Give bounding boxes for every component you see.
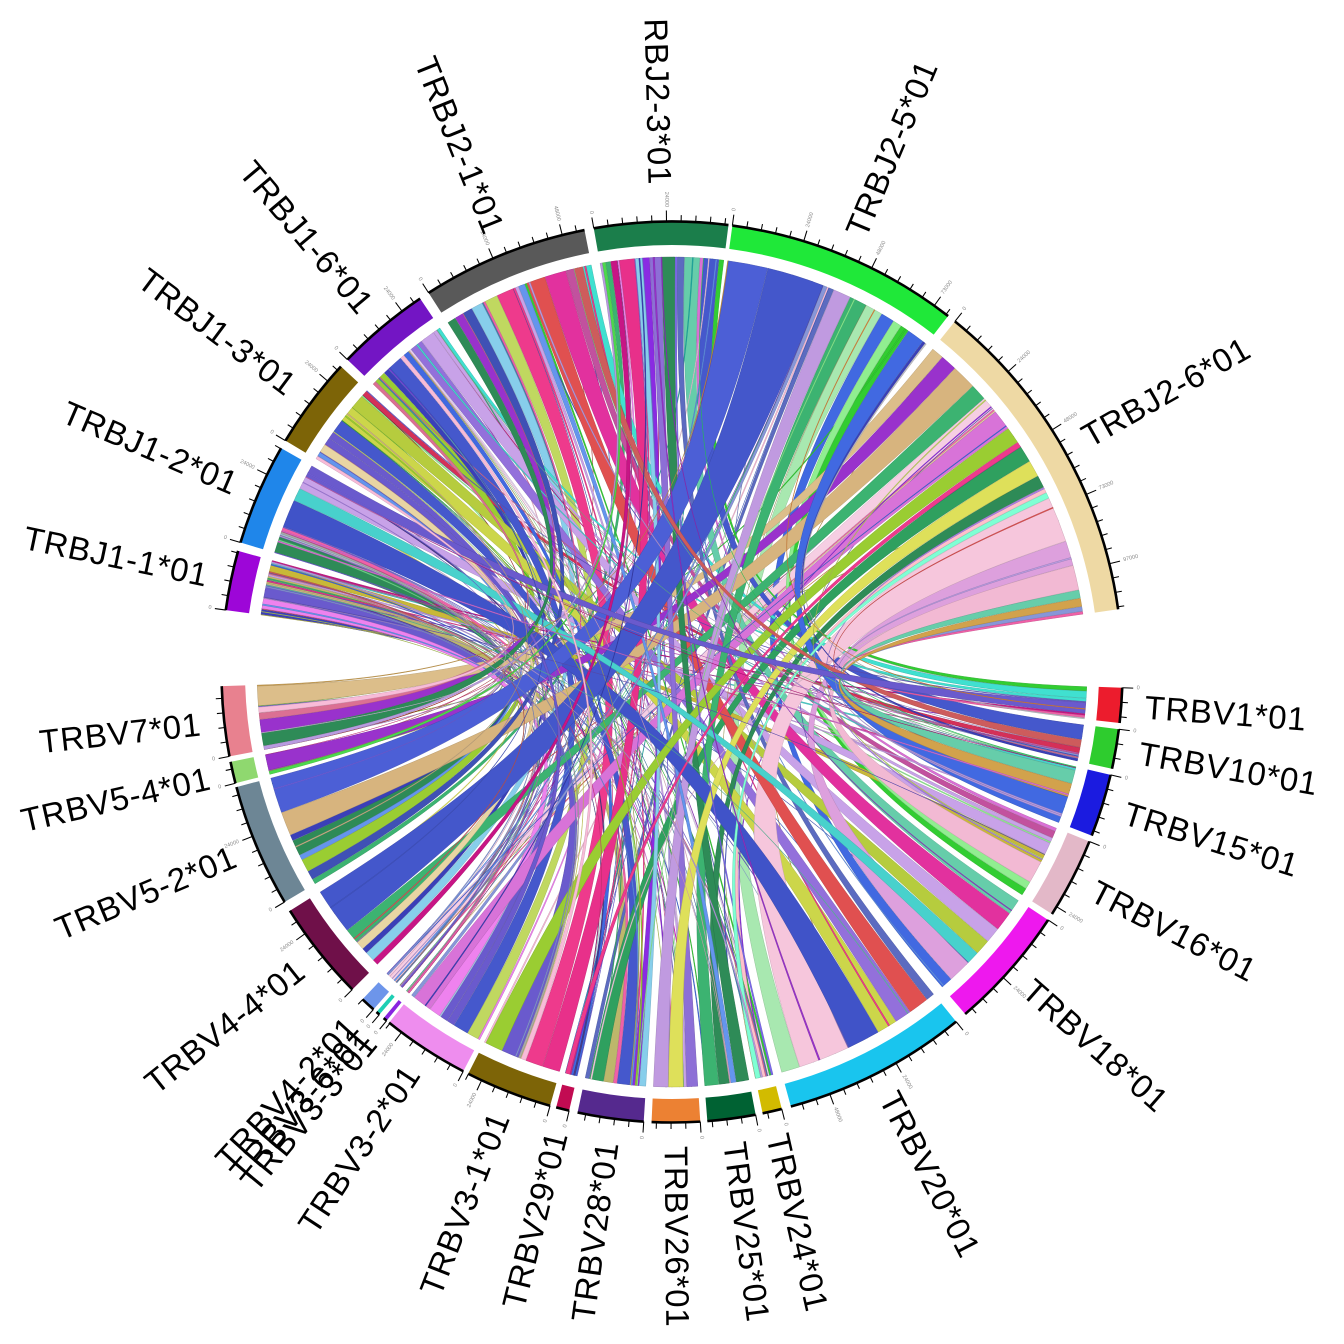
svg-text:0: 0 bbox=[963, 1031, 970, 1037]
svg-text:0: 0 bbox=[1124, 775, 1128, 782]
svg-text:0: 0 bbox=[218, 784, 222, 791]
svg-text:RBJ2-3*01: RBJ2-3*01 bbox=[638, 18, 679, 186]
svg-text:0: 0 bbox=[782, 1122, 789, 1126]
svg-text:0: 0 bbox=[269, 429, 275, 436]
svg-text:24000: 24000 bbox=[663, 192, 669, 207]
svg-text:0: 0 bbox=[562, 1124, 569, 1128]
svg-text:0: 0 bbox=[268, 907, 274, 914]
svg-text:24000: 24000 bbox=[224, 839, 240, 850]
svg-text:0: 0 bbox=[1137, 685, 1140, 691]
svg-text:24000: 24000 bbox=[479, 230, 491, 246]
svg-text:0: 0 bbox=[588, 211, 594, 215]
svg-text:TRBV26*01: TRBV26*01 bbox=[658, 1146, 697, 1328]
svg-text:0: 0 bbox=[223, 535, 228, 542]
svg-text:0: 0 bbox=[1102, 844, 1107, 851]
svg-text:0: 0 bbox=[373, 1030, 380, 1036]
svg-text:0: 0 bbox=[208, 605, 212, 611]
svg-text:0: 0 bbox=[731, 208, 737, 212]
svg-text:0: 0 bbox=[333, 345, 339, 351]
svg-text:0: 0 bbox=[452, 1083, 459, 1088]
svg-text:24000: 24000 bbox=[466, 1092, 478, 1108]
svg-text:24000: 24000 bbox=[805, 212, 815, 228]
svg-text:0: 0 bbox=[366, 1024, 373, 1030]
svg-text:73000: 73000 bbox=[1098, 480, 1114, 492]
svg-text:0: 0 bbox=[698, 1136, 704, 1139]
svg-text:0: 0 bbox=[360, 1018, 367, 1024]
svg-text:0: 0 bbox=[755, 1128, 761, 1132]
svg-text:0: 0 bbox=[338, 998, 344, 1004]
svg-text:0: 0 bbox=[417, 277, 424, 283]
svg-text:48000: 48000 bbox=[832, 1106, 843, 1122]
svg-text:0: 0 bbox=[962, 306, 969, 312]
svg-text:0: 0 bbox=[212, 756, 216, 762]
svg-text:0: 0 bbox=[1059, 925, 1065, 932]
svg-text:0: 0 bbox=[1133, 728, 1137, 734]
svg-text:48000: 48000 bbox=[552, 205, 562, 221]
svg-text:0: 0 bbox=[640, 1136, 646, 1139]
svg-text:97000: 97000 bbox=[1123, 554, 1139, 563]
svg-text:0: 0 bbox=[542, 1119, 549, 1124]
